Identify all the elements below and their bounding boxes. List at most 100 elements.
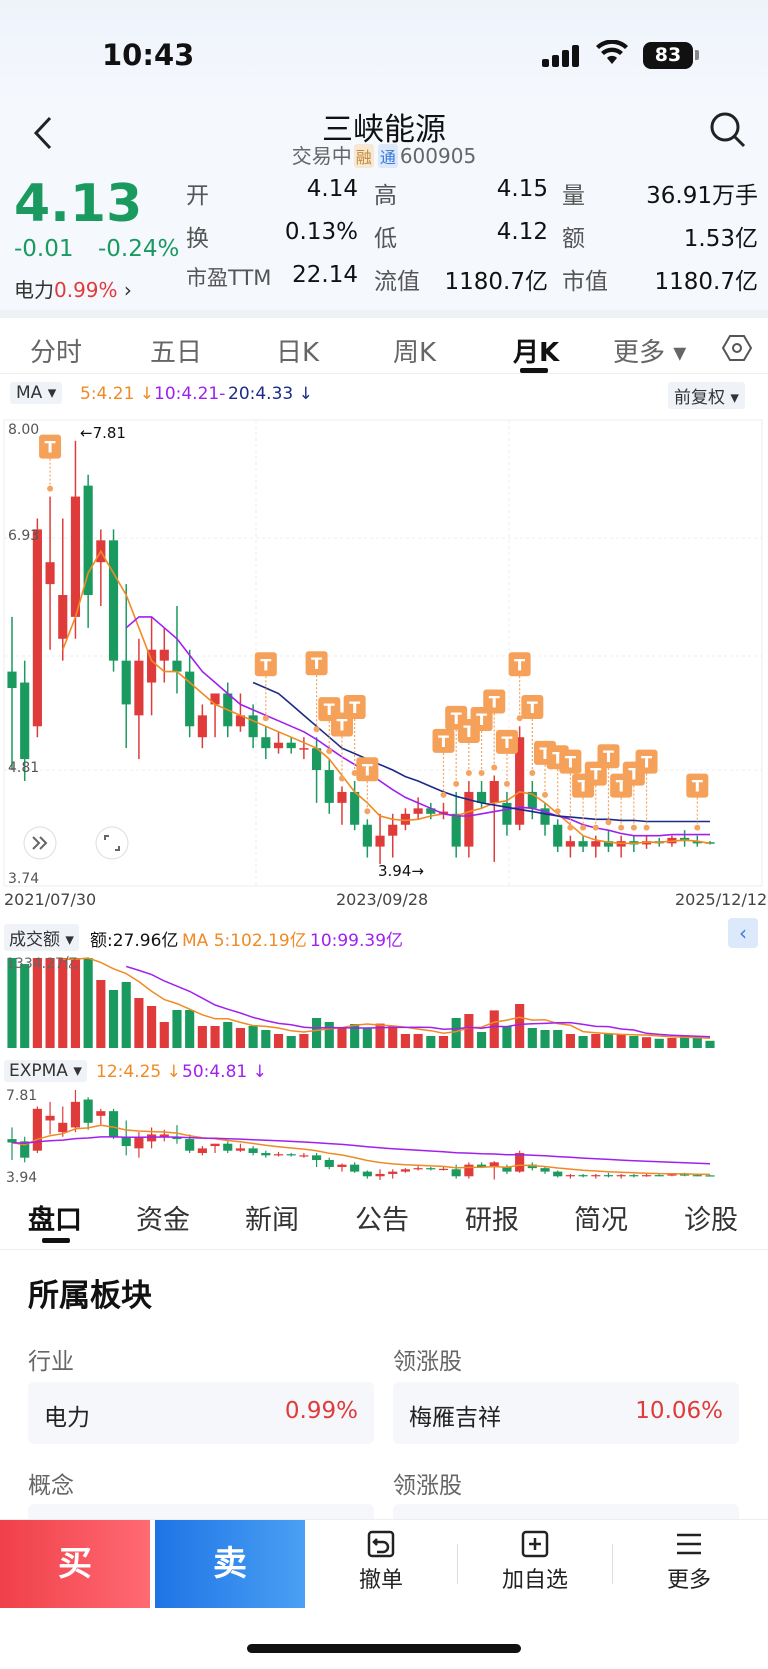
leader-label: 领涨股	[393, 1349, 462, 1375]
t-marker-letter: T	[628, 765, 639, 784]
candle-body	[515, 737, 525, 825]
volume-amount: 额:27.96亿	[90, 931, 179, 951]
tab-five-day[interactable]: 五日	[150, 338, 203, 368]
volume-bar	[273, 1034, 284, 1048]
t-marker-letter: T	[260, 655, 271, 674]
tab-news[interactable]: 新闻	[245, 1205, 299, 1236]
candle-body	[32, 529, 42, 727]
buy-button[interactable]: 买	[0, 1520, 150, 1608]
industry-card[interactable]: 电力 0.99%	[28, 1382, 374, 1444]
t-marker-letter: T	[489, 693, 500, 712]
t-marker-badge	[495, 729, 518, 754]
t-marker-dot	[516, 715, 523, 722]
more-button[interactable]: 更多	[634, 1528, 744, 1594]
amount-label: 额	[562, 226, 585, 252]
tab-handicap[interactable]: 盘口	[28, 1205, 82, 1236]
fullscreen-icon[interactable]	[95, 826, 129, 860]
add-watchlist-button[interactable]: 加自选	[480, 1528, 590, 1594]
volume-bar	[489, 1010, 499, 1048]
expma-candle-body	[654, 1175, 664, 1177]
tab-profile[interactable]: 简况	[574, 1205, 628, 1236]
search-icon[interactable]	[708, 110, 748, 150]
tab-more[interactable]: 更多 ▾	[613, 338, 687, 368]
cancel-order-icon	[367, 1530, 395, 1558]
tab-intraday[interactable]: 分时	[30, 338, 83, 368]
expma-candle-body	[108, 1111, 119, 1137]
t-marker-badge	[254, 652, 277, 677]
candle-body	[438, 811, 449, 814]
volume-bar	[527, 1028, 537, 1048]
leader-card[interactable]: 梅雁吉祥 10.06%	[393, 1382, 739, 1444]
t-marker-badge	[483, 689, 506, 714]
pe-value: 22.14	[292, 262, 358, 288]
min-price-label: 3.94→	[378, 862, 424, 880]
expma-candle-body	[553, 1171, 563, 1177]
turnover-label: 换	[186, 226, 209, 252]
volume-max-label: 1334.27亿	[6, 956, 78, 972]
period-tabs: 分时 五日 日K 周K 月K 更多 ▾	[0, 318, 768, 374]
back-arrow-icon[interactable]	[30, 114, 56, 161]
volume-select[interactable]: 成交额 ▾	[4, 924, 79, 951]
tab-weekly-k[interactable]: 周K	[393, 338, 437, 368]
volume-bar	[337, 1028, 347, 1048]
candle-body	[210, 693, 220, 705]
t-marker-letter: T	[603, 747, 614, 766]
tab-diagnosis[interactable]: 诊股	[684, 1205, 738, 1236]
t-marker-dot	[605, 819, 612, 826]
tab-monthly-k[interactable]: 月K	[513, 338, 560, 368]
high-value: 4.15	[496, 176, 548, 202]
volume-bar	[134, 998, 144, 1048]
t-marker-dot	[567, 824, 574, 831]
volume-label: 量	[562, 183, 585, 209]
candle-body	[527, 791, 537, 809]
x-axis-end: 2025/12/12	[675, 890, 767, 909]
ma-select[interactable]: MA ▾	[10, 382, 63, 404]
t-marker-dot	[47, 485, 54, 492]
price-change-pct: -0.24%	[98, 236, 180, 262]
tab-daily-k[interactable]: 日K	[276, 338, 320, 368]
t-marker-dot	[313, 726, 320, 733]
candle-body	[603, 841, 614, 847]
expma-select[interactable]: EXPMA ▾	[4, 1060, 87, 1082]
t-marker-badge	[432, 728, 455, 753]
candle-body	[70, 496, 81, 617]
expma-candle-body	[350, 1164, 360, 1172]
stock-header: 三峡能源 交易中融通 600905	[0, 100, 768, 170]
adjust-select[interactable]: 前复权 ▾	[668, 382, 745, 409]
sector-link[interactable]: 电力0.99% ›	[14, 278, 132, 302]
t-marker-letter: T	[45, 438, 56, 457]
market-cap-label: 市值	[562, 269, 608, 295]
tab-funds[interactable]: 资金	[136, 1205, 190, 1236]
open-label: 开	[186, 183, 209, 209]
t-marker-letter: T	[337, 715, 348, 734]
candle-body	[185, 671, 195, 727]
expma-candle-body	[210, 1143, 220, 1147]
collapse-panel-icon[interactable]: ‹	[728, 918, 758, 948]
candle-body	[476, 791, 487, 803]
t-marker-badge	[521, 694, 544, 719]
leader-pct: 10.06%	[635, 1398, 723, 1424]
expma-candle-body	[515, 1153, 525, 1172]
volume-bar	[286, 1036, 296, 1048]
expma-candle-body	[121, 1136, 131, 1147]
tab-announcements[interactable]: 公告	[355, 1205, 409, 1236]
expma-candle-body	[527, 1164, 537, 1169]
expand-arrows-icon[interactable]	[23, 826, 57, 860]
volume-bar	[350, 1024, 360, 1048]
candle-body	[7, 671, 17, 689]
home-indicator	[247, 1644, 521, 1653]
candle-body	[502, 802, 512, 825]
tab-research[interactable]: 研报	[465, 1205, 519, 1236]
sell-button[interactable]: 卖	[155, 1520, 305, 1608]
volume-bar	[641, 1037, 652, 1048]
t-marker-letter: T	[324, 700, 335, 719]
volume-ma5-line	[62, 957, 711, 1040]
volume-bar	[654, 1038, 664, 1048]
settings-icon[interactable]	[721, 333, 753, 363]
y-axis-mid2: 4.81	[8, 760, 39, 776]
t-marker-letter: T	[527, 698, 538, 717]
volume-bar	[312, 1018, 322, 1048]
t-marker-letter: T	[641, 753, 652, 772]
cancel-order-button[interactable]: 撤单	[326, 1528, 436, 1594]
